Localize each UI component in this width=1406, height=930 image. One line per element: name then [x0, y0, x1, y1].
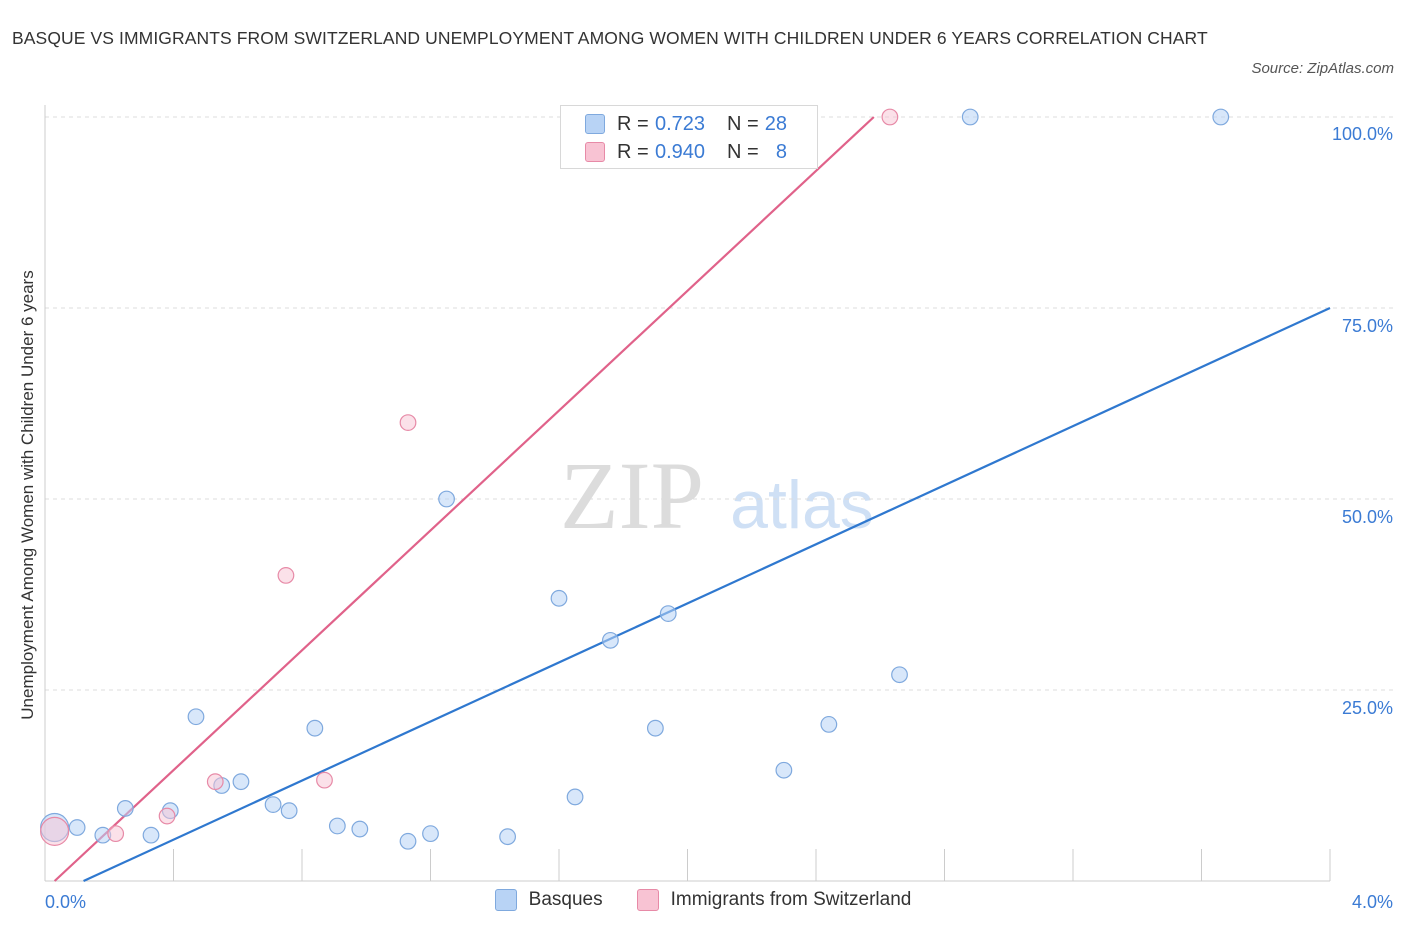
basques-point [422, 825, 439, 843]
basques-swatch [585, 114, 605, 134]
basques-point [280, 802, 298, 820]
swiss-point [206, 773, 224, 791]
r-value: 0.940 [655, 140, 706, 163]
legend-label-swiss: Immigrants from Switzerland [670, 889, 912, 910]
y-tick-label: 75.0% [1342, 316, 1393, 336]
r-value: 0.723 [655, 112, 706, 135]
basques-point [1212, 108, 1230, 126]
basques-point [602, 631, 619, 649]
basques-point [116, 800, 134, 817]
chart-title: BASQUE VS IMMIGRANTS FROM SWITZERLAND UN… [12, 28, 1208, 48]
grid-lines [45, 116, 1395, 691]
n-value: 8 [775, 140, 787, 163]
basques-point [142, 826, 160, 844]
swiss-point [881, 108, 899, 126]
series-legend: Basques Immigrants from Switzerland [0, 889, 1406, 911]
legend-item-basques: Basques [494, 889, 603, 911]
legend-label-basques: Basques [528, 889, 603, 910]
swiss-point [277, 567, 295, 584]
swiss-legend-swatch [636, 889, 659, 911]
stats-legend: R = 0.723 N = 28 R = 0.940 N = 8 [560, 105, 818, 169]
basques-point [232, 773, 250, 791]
basques-point [328, 817, 346, 835]
r-label: R = [617, 140, 649, 163]
tick-labels: 100.0% 75.0% 50.0% 25.0% 0.0% 4.0% [45, 124, 1393, 912]
y-tick-label: 25.0% [1342, 698, 1393, 718]
stats-legend-row-basques: R = 0.723 N = 28 [585, 112, 787, 136]
basques-point [775, 761, 793, 779]
basques-point [438, 490, 455, 508]
watermark-atlas: atlas [730, 467, 874, 543]
stats-legend-row-swiss: R = 0.940 N = 8 [585, 140, 787, 164]
basques-point [68, 819, 86, 836]
basques-point [351, 820, 369, 838]
trend-line [83, 307, 1331, 882]
axes [44, 105, 1331, 882]
r-label: R = [617, 112, 649, 135]
y-tick-label: 100.0% [1332, 124, 1393, 144]
basques-point [306, 719, 324, 737]
x-tick-label: 0.0% [45, 892, 86, 912]
x-tick-label: 4.0% [1352, 892, 1393, 912]
watermark-zip: ZIP [560, 442, 704, 549]
basques-point [566, 788, 584, 806]
swiss-swatch [585, 142, 605, 162]
swiss-point [158, 807, 176, 825]
basques-point [961, 108, 979, 126]
legend-item-swiss: Immigrants from Switzerland [636, 889, 912, 911]
source-credit: Source: ZipAtlas.com [1251, 60, 1394, 77]
basques-point [659, 605, 677, 622]
y-tick-label: 50.0% [1342, 507, 1393, 527]
trend-lines [53, 116, 1331, 882]
basques-point [499, 828, 517, 846]
swiss-point [107, 825, 125, 843]
n-label: N = [727, 140, 759, 163]
basques-point [820, 715, 838, 733]
data-points [40, 108, 1230, 850]
basques-point [264, 796, 282, 813]
swiss-point [399, 414, 417, 432]
trend-line [53, 116, 875, 882]
basques-point [891, 666, 908, 684]
basques-point [187, 708, 205, 726]
basques-legend-swatch [494, 889, 517, 911]
n-label: N = [727, 112, 759, 135]
swiss-point [40, 816, 70, 846]
basques-point [550, 589, 568, 607]
basques-point [399, 832, 417, 850]
n-value: 28 [764, 112, 787, 135]
basques-point [646, 719, 664, 737]
swiss-point [316, 771, 333, 789]
